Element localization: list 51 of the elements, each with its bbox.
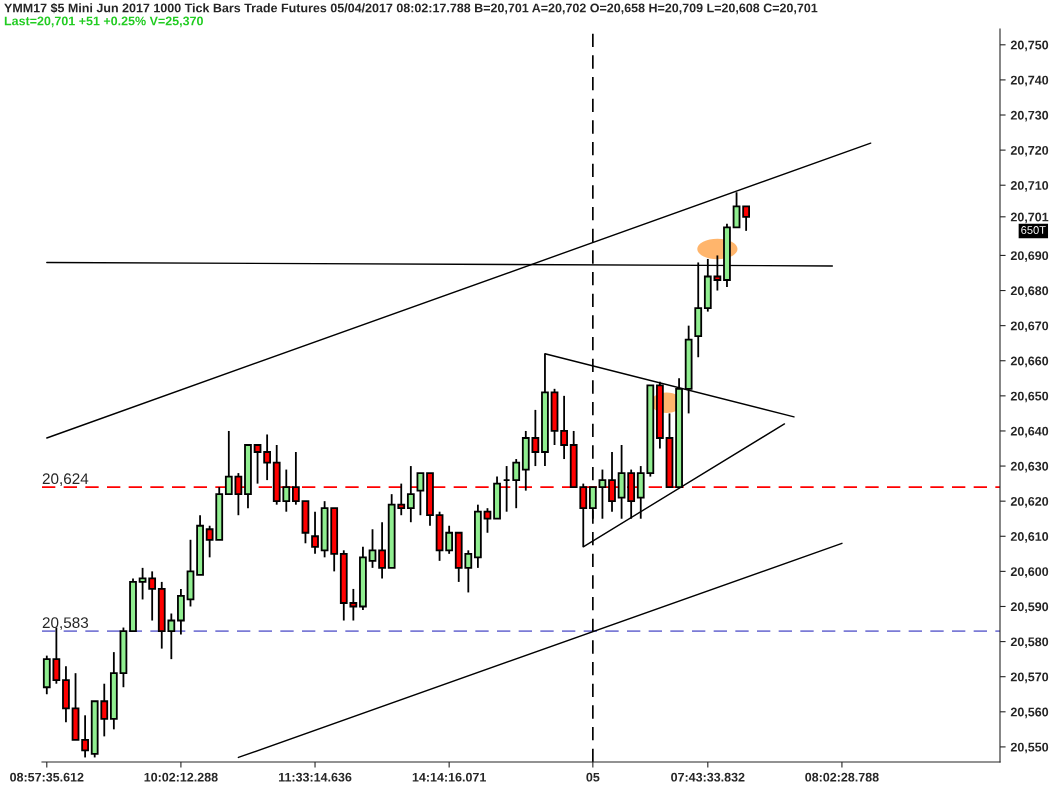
candlestick: [598, 468, 607, 520]
y-tick-label: 20,701: [1010, 212, 1049, 224]
x-tick-label: 08:57:35.612: [10, 772, 84, 782]
y-tick-label: 20,620: [1010, 496, 1049, 508]
y-tick-label: 20,560: [1010, 707, 1049, 719]
y-tick-label: 20,630: [1010, 461, 1049, 473]
candlestick: [406, 465, 415, 524]
candlestick: [742, 205, 751, 232]
x-tick-label: 05: [586, 772, 600, 782]
y-tick-label: 20,720: [1010, 145, 1049, 157]
candlestick: [445, 524, 454, 555]
x-tick-label: 10:02:12.288: [144, 772, 218, 782]
y-tick-label: 20,750: [1010, 40, 1049, 52]
y-tick-label: 20,670: [1010, 321, 1049, 333]
y-tick-label: 20,610: [1010, 532, 1049, 543]
candlestick: [253, 444, 262, 485]
y-tick-label: 20,660: [1010, 356, 1049, 368]
candlestick: [224, 430, 233, 496]
y-tick-label: 20,730: [1010, 110, 1049, 122]
chart-subtitle: Last=20,701 +51 +0.25% V=25,370: [4, 16, 203, 28]
x-tick-label: 07:43:33.832: [671, 772, 745, 782]
x-tick-label: 11:33:14.636: [278, 772, 352, 782]
y-tick-label: 20,640: [1010, 426, 1049, 438]
y-tick-label: 20,570: [1010, 672, 1049, 684]
text: 650T: [1021, 226, 1046, 234]
x-tick-label: 14:14:16.071: [412, 772, 486, 782]
candlestick: [560, 394, 568, 460]
y-tick-label: 20,650: [1010, 391, 1049, 403]
y-tick-label: 20,710: [1010, 181, 1049, 192]
candlestick: [148, 570, 157, 622]
candlestick: [512, 458, 521, 510]
candlestick: [368, 528, 377, 569]
y-tick-label: 20,580: [1010, 637, 1049, 649]
candlestick: [483, 507, 492, 534]
ref-line-label: 20,583: [42, 617, 89, 630]
candlestick: [263, 433, 272, 482]
candlestick: [81, 714, 89, 759]
candlestick: [311, 510, 319, 555]
y-tick-label: 20,590: [1010, 602, 1049, 613]
y-tick-label: 20,740: [1010, 75, 1049, 87]
x-tick-label: 08:02:28.788: [805, 772, 879, 782]
ref-line-label: 20,624: [42, 473, 89, 486]
y-tick-label: 20,680: [1010, 286, 1049, 297]
candlestick: [138, 566, 147, 601]
chart-title: YMM17 $5 Mini Jun 2017 1000 Tick Bars Trade Futures 05/04/2017 08:02:17.788 B=20,701 A=20,702 O=20,658 H=20,709 L=20,608 C=20,701: [4, 2, 818, 15]
y-tick-label: 20,690: [1010, 251, 1049, 262]
candlestick: [378, 521, 386, 580]
candlestick: [732, 191, 741, 229]
candlestick: [416, 472, 425, 517]
y-tick-label: 20,600: [1010, 567, 1049, 578]
y-tick-label: 20,550: [1010, 742, 1049, 754]
